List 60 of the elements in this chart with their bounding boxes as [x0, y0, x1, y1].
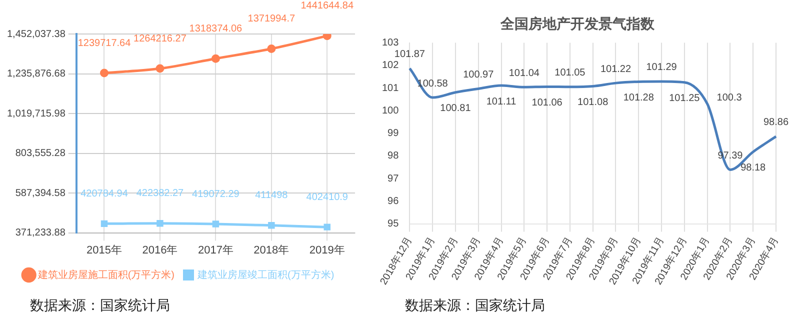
y-tick-label: 97 — [388, 173, 400, 184]
y-tick-label: 371,233.88 — [15, 228, 66, 239]
legend-label: 建筑业房屋竣工面积(万平方米) — [196, 268, 334, 281]
data-label: 100.97 — [463, 69, 494, 80]
y-tick-label: 95 — [388, 218, 400, 230]
data-label: 101.08 — [578, 96, 609, 108]
data-label: 101.06 — [532, 97, 563, 108]
data-label: 98.18 — [740, 162, 766, 174]
point — [324, 224, 331, 230]
y-tick-label: 101 — [382, 82, 400, 94]
data-label: 101.29 — [646, 62, 678, 74]
y-tick-label: 99 — [388, 128, 400, 140]
y-tick-label: 98 — [388, 150, 400, 162]
y-tick-label: 103 — [382, 38, 400, 49]
y-tick-label: 1,235,876.68 — [7, 68, 66, 80]
y-tick-label: 100 — [382, 105, 400, 116]
data-label: 100.3 — [716, 92, 742, 104]
data-label: 1264216.27 — [134, 33, 187, 44]
data-label: 98.86 — [763, 117, 789, 128]
point — [100, 220, 108, 228]
data-label: 1239717.64 — [78, 38, 132, 49]
data-label: 402410.9 — [306, 192, 348, 203]
point — [212, 220, 220, 228]
y-tick-label: 1,452,037.38 — [7, 28, 66, 40]
data-label: 1371994.7 — [248, 13, 296, 24]
data-label: 411498 — [255, 190, 288, 202]
y-tick-label: 587,394.58 — [15, 188, 66, 199]
x-tick-label: 2016年 — [142, 244, 178, 256]
data-label: 101.25 — [669, 93, 700, 104]
point — [100, 68, 108, 78]
data-label: 419072.29 — [192, 188, 240, 200]
source-note: 数据来源：国家统计局 — [30, 297, 170, 315]
point — [211, 54, 220, 63]
data-label: 101.87 — [394, 49, 426, 60]
data-label: 420784.94 — [80, 188, 128, 200]
data-label: 101.04 — [508, 68, 540, 79]
data-label: 1441644.84 — [300, 0, 354, 12]
point — [156, 220, 164, 227]
x-tick-label: 2017年 — [198, 244, 234, 256]
data-label: 422382.27 — [136, 188, 184, 200]
y-tick-label: 1,019,715.98 — [7, 108, 66, 120]
point — [322, 34, 332, 40]
x-tick-label: 2015年 — [86, 244, 122, 256]
y-tick-label: 96 — [388, 196, 400, 207]
point — [267, 44, 276, 53]
x-tick-label: 2019年 — [309, 244, 345, 256]
y-tick-label: 102 — [382, 60, 400, 72]
point — [156, 64, 164, 73]
legend-label: 建筑业房屋施工面积(万平方米) — [36, 268, 175, 281]
y-tick-label: 803,555.28 — [15, 148, 66, 160]
source-note: 数据来源：国家统计局 — [405, 297, 545, 315]
data-label: 101.11 — [486, 96, 517, 108]
point — [268, 222, 275, 229]
data-label: 1318374.06 — [189, 23, 243, 34]
data-label: 101.22 — [600, 64, 632, 75]
data-label: 100.81 — [440, 103, 472, 114]
data-label: 101.05 — [554, 68, 586, 79]
chart-title: 全国房地产开发景气指数 — [500, 15, 656, 32]
x-tick-label: 2018年 — [254, 244, 290, 256]
data-label: 101.28 — [623, 92, 654, 104]
